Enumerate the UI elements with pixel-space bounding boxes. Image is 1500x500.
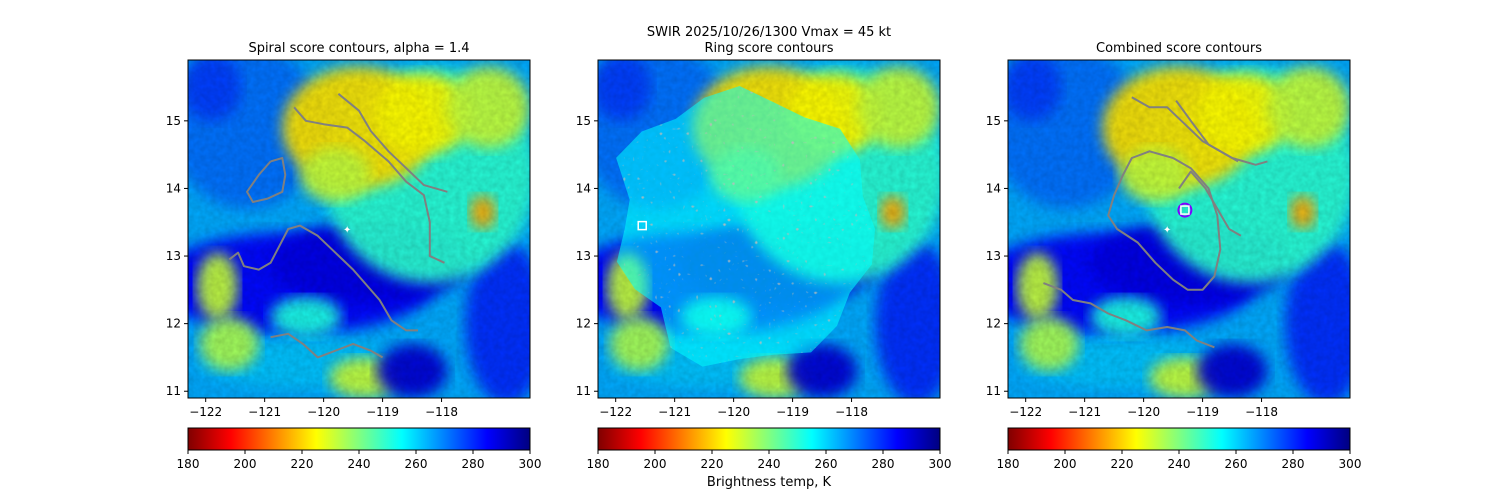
x-tick-label: −122: [599, 405, 632, 419]
brightness-heatmap: ✦: [1008, 60, 1350, 398]
y-tick-label: 11: [576, 384, 591, 398]
x-tick-label: −118: [835, 405, 868, 419]
colorbar-tick-label: 180: [997, 457, 1020, 471]
x-tick-label: −121: [248, 405, 281, 419]
score-contour: [228, 224, 418, 332]
colorbar-tick-label: 300: [1339, 457, 1362, 471]
brightness-heatmap: ✦: [188, 60, 530, 398]
axes-frame: [187, 59, 531, 399]
score-contour: [246, 157, 287, 203]
score-contour: [337, 93, 448, 193]
panel-title: Spiral score contours, alpha = 1.4: [248, 41, 469, 56]
colorbar-tick-label: 280: [872, 457, 895, 471]
axes-frame: [1007, 59, 1351, 399]
colorbar-tick-label: 200: [644, 457, 667, 471]
y-tick-label: 12: [576, 317, 591, 331]
x-tick-label: −119: [366, 405, 399, 419]
panel-title: Combined score contours: [1096, 41, 1262, 56]
center-star-marker: ✦: [343, 225, 351, 236]
colorbar-tick-label: 240: [1168, 457, 1191, 471]
colorbar-tick-label: 180: [587, 457, 610, 471]
colorbar-tick-label: 260: [815, 457, 838, 471]
colorbar-tick-label: 240: [348, 457, 371, 471]
colorbar-tick-label: 300: [519, 457, 542, 471]
x-tick-label: −120: [307, 405, 340, 419]
score-contour: [1175, 100, 1268, 166]
x-tick-label: −120: [1127, 405, 1160, 419]
axes-frame: [597, 59, 941, 399]
colorbar: [1007, 427, 1351, 451]
x-tick-label: −118: [1245, 405, 1278, 419]
x-tick-label: −121: [658, 405, 691, 419]
y-tick-label: 12: [166, 317, 181, 331]
panel-title: Ring score contours: [704, 41, 833, 56]
y-tick-label: 13: [576, 249, 591, 263]
brightness-heatmap: [598, 60, 940, 398]
figure-colorbar-label: Brightness temp, K: [707, 475, 832, 490]
ring-contour-field: [616, 86, 876, 367]
y-tick-label: 13: [166, 249, 181, 263]
colorbar-tick-label: 300: [929, 457, 952, 471]
y-tick-label: 12: [986, 317, 1001, 331]
x-tick-label: −122: [1009, 405, 1042, 419]
score-contour: [293, 106, 445, 264]
y-tick-label: 14: [166, 181, 181, 195]
x-tick-label: −119: [776, 405, 809, 419]
colorbar-tick-label: 260: [1225, 457, 1248, 471]
y-tick-label: 11: [986, 384, 1001, 398]
colorbar-tick-label: 200: [234, 457, 257, 471]
y-tick-label: 11: [166, 384, 181, 398]
y-tick-label: 15: [166, 114, 181, 128]
x-tick-label: −122: [189, 405, 222, 419]
y-tick-label: 14: [986, 181, 1001, 195]
colorbar: [597, 427, 941, 451]
combined-center-circle-marker: [1177, 202, 1193, 218]
y-tick-label: 13: [986, 249, 1001, 263]
colorbar-tick-label: 220: [291, 457, 314, 471]
y-tick-label: 15: [576, 114, 591, 128]
colorbar-tick-label: 220: [701, 457, 724, 471]
panel-spiral: Spiral score contours, alpha = 1.4 ✦ −122 −…: [166, 41, 542, 471]
colorbar-tick-label: 260: [405, 457, 428, 471]
x-tick-label: −120: [717, 405, 750, 419]
colorbar-tick-label: 220: [1111, 457, 1134, 471]
x-tick-label: −121: [1068, 405, 1101, 419]
score-contour: [1107, 150, 1222, 291]
center-star-marker: ✦: [1163, 225, 1171, 236]
panel-combined: Combined score contours ✦ −122 −121 −120 −119…: [986, 41, 1362, 471]
best-center-square-marker: [637, 220, 647, 231]
colorbar-tick-label: 280: [462, 457, 485, 471]
x-tick-label: −118: [425, 405, 458, 419]
colorbar: [187, 427, 531, 451]
score-contour: [1043, 282, 1215, 349]
colorbar-tick-label: 240: [758, 457, 781, 471]
score-contour: [270, 332, 384, 359]
colorbar-tick-label: 180: [177, 457, 200, 471]
panel-ring: Ring score contours −122 −121 −120 −119 −118 1…: [576, 41, 952, 471]
heatmap-texture: [1008, 60, 1350, 398]
colorbar-tick-label: 280: [1282, 457, 1305, 471]
heatmap-texture: [188, 60, 530, 398]
y-tick-label: 14: [576, 181, 591, 195]
ring-contour-lines: [616, 86, 876, 367]
y-tick-label: 15: [986, 114, 1001, 128]
best-center-square-marker: [1180, 205, 1190, 215]
x-tick-label: −119: [1186, 405, 1219, 419]
figure-suptitle: SWIR 2025/10/26/1300 Vmax = 45 kt: [647, 25, 891, 40]
colorbar-tick-label: 200: [1054, 457, 1077, 471]
